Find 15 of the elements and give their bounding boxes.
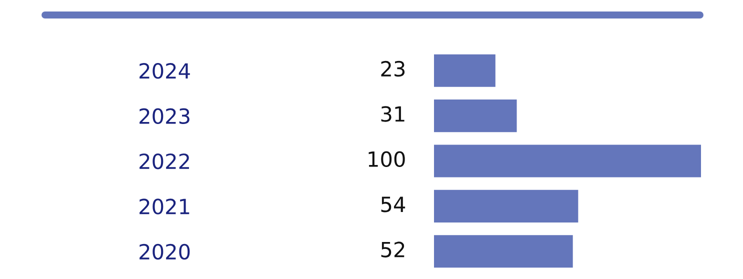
y-tick-label: 2020 [140, 244, 190, 260]
bar [434, 54, 496, 87]
data-label: 54 [381, 196, 406, 212]
data-label: 31 [381, 106, 404, 122]
y-tick-label: 2024 [140, 63, 190, 79]
bar [434, 235, 573, 268]
data-label: 23 [381, 60, 405, 77]
bar [434, 144, 701, 178]
y-tick-label: 2022 [140, 153, 189, 170]
data-label: 100 [368, 151, 405, 168]
bar [434, 100, 517, 132]
bar [434, 190, 578, 222]
data-label: 52 [381, 242, 404, 258]
y-tick-label: 2021 [140, 198, 190, 214]
y-tick-label: 2023 [140, 108, 190, 124]
